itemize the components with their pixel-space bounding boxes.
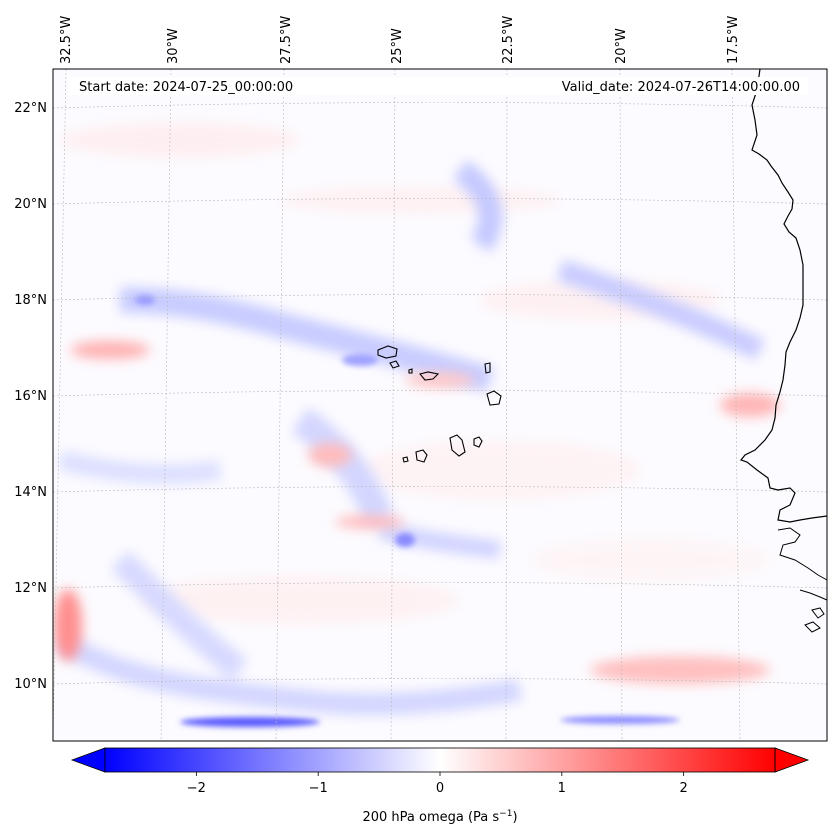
lon-label: 27.5°W [279,16,294,64]
colorbar-tick-label: −1 [309,781,328,796]
guinea-coast [799,589,828,601]
lat-label: 20°N [14,197,47,212]
lon-label: 25°W [390,28,405,64]
colorbar-tick-label: 2 [679,781,687,796]
colorbar-tick-label: 1 [558,781,566,796]
lat-label: 22°N [14,101,47,116]
africa-coastline [739,68,828,523]
guinea-bissau-coast [777,527,828,581]
lon-label: 17.5°W [726,16,741,64]
start-date-label: Start date: 2024-07-25_00:00:00 [79,80,293,95]
cape-verde-islands [377,345,502,463]
graticule [53,69,827,741]
colorbar-gradient [105,748,775,772]
date-banner [68,77,808,95]
lon-label: 30°W [166,28,181,64]
colorbar-low-extend [70,747,106,773]
longitude-labels: 32.5°W 30°W 27.5°W 25°W 22.5°W 20°W 17.5… [59,16,741,64]
bijagos-islands [804,607,825,633]
lon-label: 32.5°W [59,16,74,64]
colorbar-high-extend [774,747,810,773]
map-frame [52,68,828,742]
latitude-labels: 22°N 20°N 18°N 16°N 14°N 12°N 10°N [14,101,47,692]
lat-label: 10°N [14,677,47,692]
colorbar: −2 −1 0 1 2 200 hPa omega (Pa s−1) [70,747,810,825]
colorbar-tick-label: −2 [187,781,206,796]
lon-label: 22.5°W [501,16,516,64]
omega-field [53,122,780,727]
lat-label: 16°N [14,389,47,404]
lat-label: 14°N [14,485,47,500]
map-background [53,69,827,741]
colorbar-tick-label: 0 [436,781,444,796]
lon-label: 20°W [614,28,629,64]
lat-label: 12°N [14,581,47,596]
lat-label: 18°N [14,293,47,308]
valid-date-label: Valid_date: 2024-07-26T14:00:00.00 [562,80,800,95]
map-panel[interactable]: Start date: 2024-07-25_00:00:00 Valid_da… [52,68,828,742]
colorbar-label: 200 hPa omega (Pa s−1) [362,809,517,825]
